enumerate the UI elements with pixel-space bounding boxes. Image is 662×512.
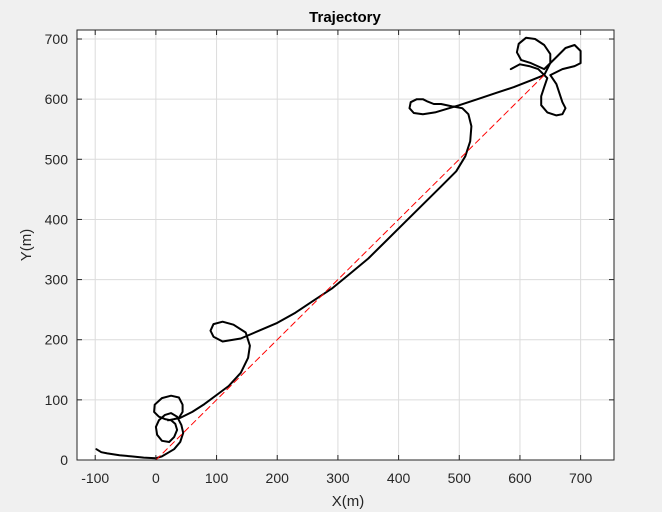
axes-background bbox=[77, 30, 614, 460]
axes-frame bbox=[76, 29, 615, 461]
x-tick-label: -100 bbox=[81, 470, 109, 486]
tick-marks bbox=[77, 30, 614, 461]
y-tick-labels: 0 100 200 300 400 500 600 700 bbox=[45, 31, 69, 468]
x-tick-label: 400 bbox=[387, 470, 411, 486]
x-tick-label: 300 bbox=[326, 470, 350, 486]
x-tick-label: 200 bbox=[266, 470, 290, 486]
y-tick-label: 200 bbox=[45, 332, 69, 348]
y-tick-label: 100 bbox=[45, 392, 69, 408]
y-axis-label: Y(m) bbox=[18, 229, 35, 262]
x-tick-label: 500 bbox=[448, 470, 472, 486]
x-tick-label: 100 bbox=[205, 470, 229, 486]
y-tick-label: 600 bbox=[45, 91, 69, 107]
y-tick-label: 0 bbox=[60, 452, 68, 468]
y-tick-label: 500 bbox=[45, 151, 69, 167]
trajectory-line bbox=[95, 36, 582, 460]
reference-line bbox=[155, 74, 545, 461]
plot-area bbox=[95, 36, 582, 461]
chart-title: Trajectory bbox=[309, 9, 381, 26]
y-tick-label: 400 bbox=[45, 211, 69, 227]
x-tick-label: 0 bbox=[152, 470, 160, 486]
x-tick-label: 600 bbox=[508, 470, 532, 486]
y-tick-label: 700 bbox=[45, 31, 69, 47]
x-tick-label: 700 bbox=[569, 470, 593, 486]
x-tick-labels: -100 0 100 200 300 400 500 600 700 bbox=[81, 470, 592, 486]
x-axis-label: X(m) bbox=[332, 493, 365, 510]
y-tick-label: 300 bbox=[45, 272, 69, 288]
